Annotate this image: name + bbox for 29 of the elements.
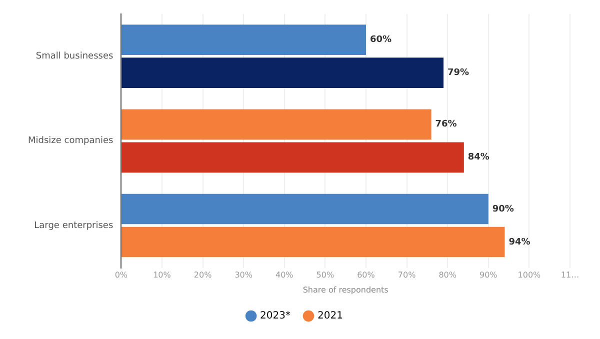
x-tick-label: 0% [114,270,128,280]
x-tick-label: 60% [357,270,376,280]
y-tick-label: Large enterprises [34,220,114,231]
data-label: 76% [435,120,457,130]
legend-label: 2023* [260,310,291,322]
x-tick-label: 30% [234,270,253,280]
x-tick-label: 90% [480,270,498,280]
legend-label: 2021 [318,310,343,322]
bar [122,194,488,224]
bar [122,142,464,173]
y-tick-label: Midsize companies [28,136,114,146]
data-label: 90% [492,204,514,214]
data-label: 84% [468,152,490,163]
x-tick-label: 100% [518,270,542,280]
x-tick-label: 10% [153,270,172,280]
x-tick-label: 50% [316,270,334,280]
bar [122,58,444,88]
data-label: 60% [370,35,392,46]
x-tick-label: 70% [398,270,416,280]
data-label: 94% [508,237,530,248]
x-tick-label: 11… [560,270,580,280]
x-tick-label: 20% [194,270,212,280]
y-tick-label: Small businesses [36,52,114,62]
x-tick-label: 80% [438,270,457,280]
x-axis-title: Share of respondents [302,285,388,294]
data-label: 79% [448,68,470,78]
bar [122,24,366,55]
x-tick-label: 40% [275,270,294,280]
bar [122,226,505,258]
